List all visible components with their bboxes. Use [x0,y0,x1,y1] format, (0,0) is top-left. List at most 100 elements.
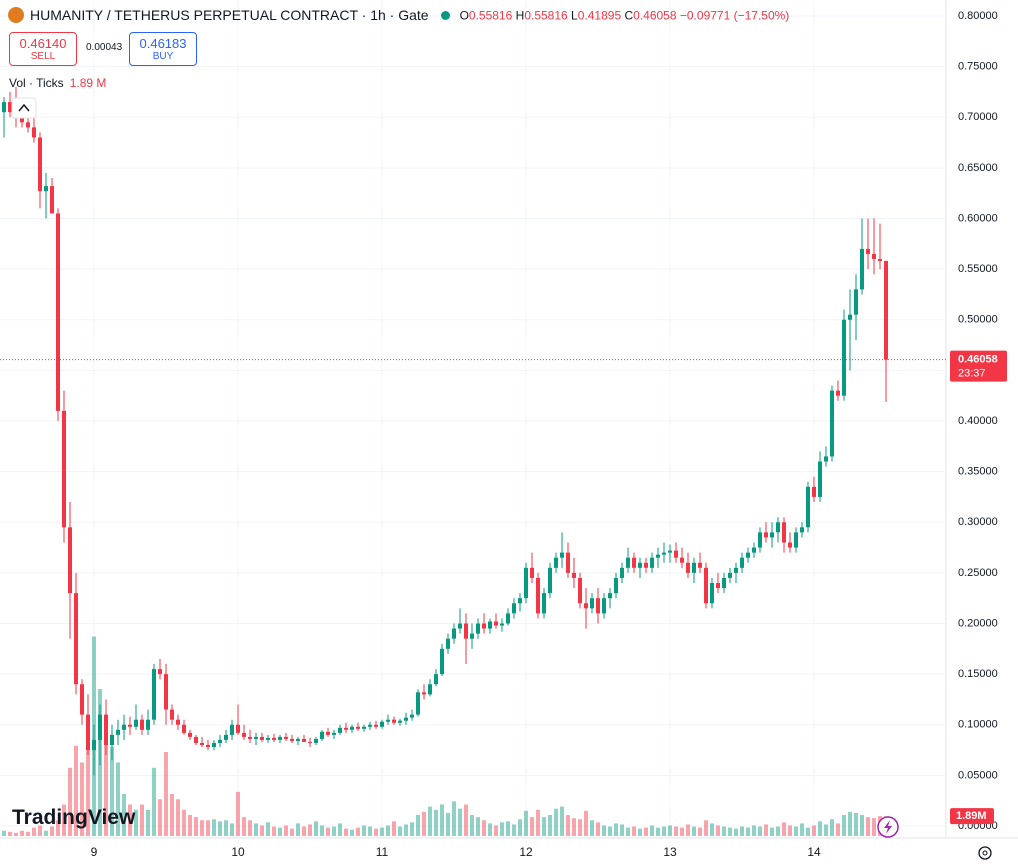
candle-body [794,532,798,548]
candle-body [224,734,228,740]
volume-bar [680,827,684,836]
ohlc-value: 0.55816 [524,8,568,23]
volume-bar [782,822,786,836]
candle-body [122,724,126,730]
candle-body [548,567,552,594]
candle-body [392,719,396,723]
candle-body [674,550,678,558]
change: −0.09771 (−17.50%) [679,8,790,23]
candle-body [746,552,750,558]
ohlc-value: 0.55816 [468,8,513,23]
volume-bar [554,808,558,836]
volume-bar [764,824,768,836]
collapse-button[interactable] [11,97,37,119]
candle-body [776,522,780,533]
volume-indicator-value: 1.89 M [69,76,107,90]
volume-bar [260,825,264,836]
y-tick-label: 0.15000 [958,668,998,680]
volume-bar [806,827,810,836]
candle-body [308,741,312,743]
candle-body [380,721,384,727]
candle-body [536,577,540,614]
volume-bar [194,817,198,836]
volume-bar [356,827,360,836]
volume-bar [692,826,696,836]
volume-bar [176,799,180,836]
candle-body [332,732,336,735]
volume-bar [212,819,216,836]
candle-body [284,736,288,739]
candle-body [590,598,594,609]
volume-bar [470,815,474,836]
candle-body [128,724,132,727]
candle-body [812,486,816,497]
settings-icon[interactable] [978,846,992,860]
candle-body [638,562,642,568]
candle-body [62,410,66,528]
volume-bar [620,824,624,836]
volume-bar [104,741,108,836]
candle-body [596,598,600,614]
volume-bar [830,819,834,836]
candle-body [476,623,480,634]
y-tick-label: 0.25000 [958,567,998,579]
candle-body [164,674,168,710]
candle-body [74,593,78,685]
volume-bar [266,822,270,836]
candle-body [866,248,870,254]
settings-gear[interactable] [978,846,992,860]
candle-body [800,527,804,533]
volume-bar [464,804,468,836]
last-price-label: 0.46058 [958,354,998,366]
volume-bar [584,810,588,836]
candle-body [854,289,858,315]
candle-body [680,557,684,563]
volume-bar [32,827,36,836]
volume-bar [146,809,150,836]
volume-bar [716,825,720,836]
ohlc-key: H [515,8,525,23]
volume-bar [230,823,234,836]
candle-body [98,714,102,740]
volume-bar [110,746,114,836]
sell-button[interactable]: 0.46140 SELL [9,32,77,66]
symbol-title: HUMANITY / TETHERUS PERPETUAL CONTRACT ·… [30,7,429,24]
spread: 0.00043 [86,42,123,53]
volume-bar [62,804,66,836]
volume-bar [368,826,372,836]
volume-bar [422,811,426,836]
volume-bar [848,811,852,836]
volume-bar [116,762,120,836]
y-tick-label: 0.70000 [958,111,998,123]
candle-body [248,736,252,739]
collapse-box[interactable] [11,97,37,119]
candle-body [290,738,294,741]
volume-bar [38,825,42,836]
candle-body [302,738,306,742]
volume-bar [338,823,342,836]
volume-bar [2,830,6,836]
volume-bar [542,817,546,836]
candle-body [830,390,834,457]
candle-body [482,623,486,629]
candle-body [50,186,54,214]
candle-body [146,719,150,730]
symbol-icon [8,7,24,24]
candle-body [170,709,174,720]
volume-bar [350,829,354,836]
volume-bar [662,826,666,836]
volume-bar [686,824,690,836]
candle-body [764,532,768,538]
collapse-icon [18,103,30,112]
candle-body [824,456,828,462]
volume-bar [296,823,300,836]
candle-body [542,593,546,614]
volume-bar [596,822,600,836]
candle-body [752,547,756,553]
buy-button[interactable]: 0.46183 BUY [129,32,197,66]
candle-body [104,714,108,745]
alert-icon[interactable] [877,816,899,838]
last-price-box [950,350,1007,382]
candle-body [278,736,282,740]
candle-body [338,727,342,733]
